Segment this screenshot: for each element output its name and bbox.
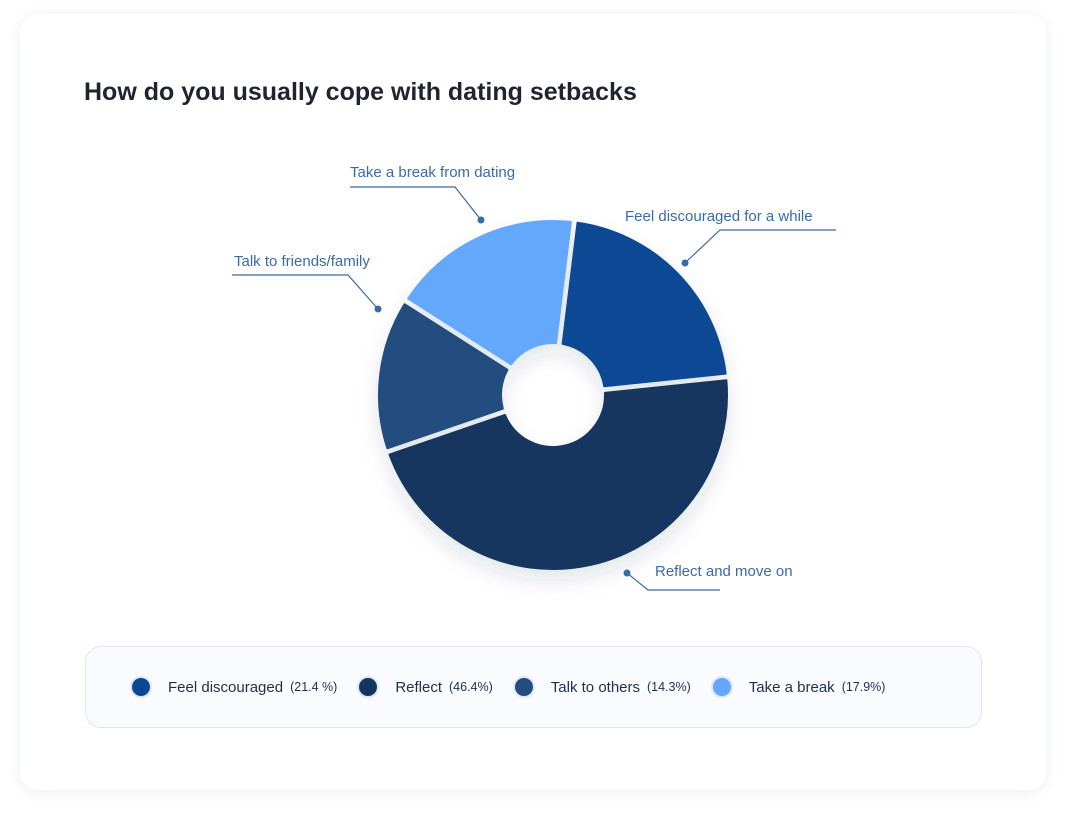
legend-swatch [359,678,378,696]
legend-label: Take a break [748,678,835,696]
leader-line-feel [684,229,836,264]
leader-line-reflect [626,572,720,591]
legend-value: (14.3%) [647,680,691,694]
legend-label: Reflect [395,678,443,696]
leader-dot-feel [681,259,689,267]
legend-value: (17.9%) [841,680,886,694]
leader-dot-break [477,216,485,224]
legend-swatch [132,678,150,696]
leader-lines [232,186,836,591]
legend-label: Feel discouraged [168,678,284,696]
leader-dot-talk [374,305,382,313]
slice-reflect[interactable] [388,379,728,570]
slice-label-reflect: Reflect and move on [655,563,793,580]
legend-item-break[interactable]: Take a break (17.9%) [712,678,886,696]
slice-feel[interactable] [561,221,727,388]
legend-item-talk[interactable]: Talk to others (14.3%) [514,678,691,696]
legend-value: (21.4 %) [290,680,338,694]
legend-swatch [514,678,533,696]
leader-line-talk [232,274,379,310]
slice-talk[interactable] [378,303,509,450]
legend: Feel discouraged (21.4 %) Reflect (46.4%… [85,646,982,728]
legend-swatch [712,678,731,696]
slice-label-feel: Feel discouraged for a while [625,208,813,225]
slice-label-talk: Talk to friends/family [234,253,370,270]
leader-line-break [350,186,482,221]
slice-label-break: Take a break from dating [350,164,516,181]
leader-dot-reflect [623,569,631,577]
legend-item-feel[interactable]: Feel discouraged (21.4 %) [132,678,337,696]
slice-break[interactable] [407,220,572,366]
legend-label: Talk to others [550,678,641,696]
legend-item-reflect[interactable]: Reflect (46.4%) [359,678,493,696]
chart-title: How do you usually cope with dating setb… [84,78,637,106]
legend-value: (46.4%) [449,680,493,694]
